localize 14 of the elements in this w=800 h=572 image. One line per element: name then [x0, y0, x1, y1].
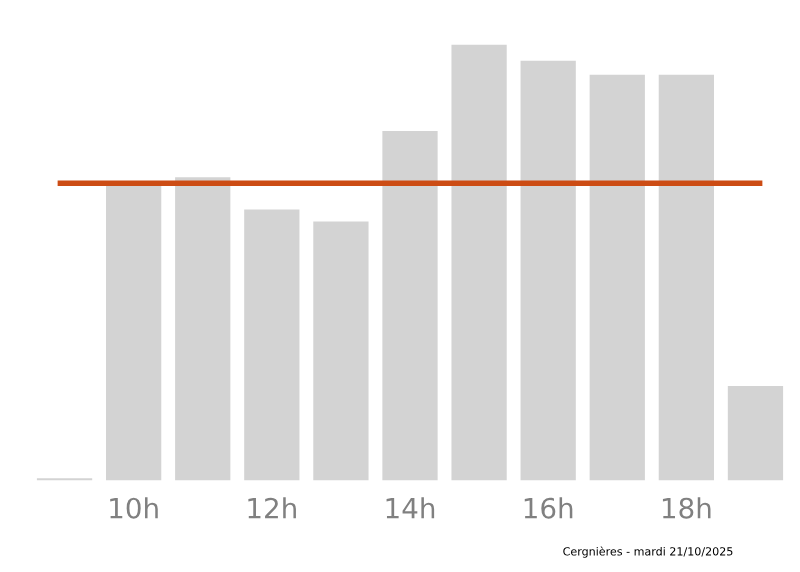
bar: [727, 385, 784, 481]
x-tick-label: 10h: [110, 497, 158, 519]
bar: [313, 221, 369, 481]
x-tick-label: 14h: [386, 497, 435, 519]
x-tick-label: 16h: [524, 497, 573, 519]
x-tick-label: 12h: [248, 497, 296, 519]
bar: [589, 74, 645, 481]
bar: [175, 177, 231, 481]
bar: [244, 209, 300, 481]
bar: [451, 44, 507, 481]
x-tick-label: 18h: [662, 497, 711, 519]
bar: [520, 60, 576, 481]
bar: [658, 74, 714, 481]
bar: [382, 130, 438, 481]
